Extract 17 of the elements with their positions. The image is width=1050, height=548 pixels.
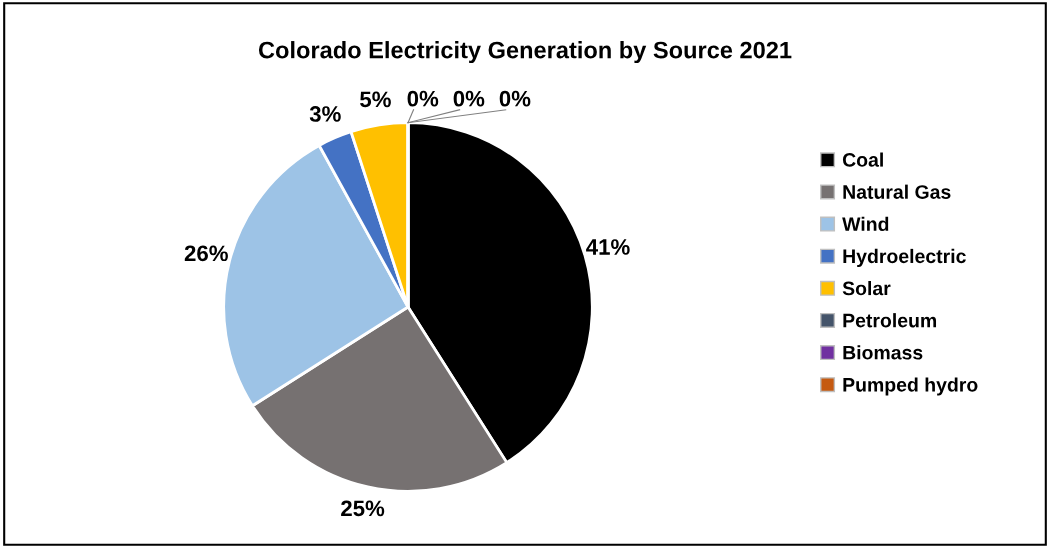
- text: 0%: [453, 90, 485, 107]
- legend-label: Hydroelectric: [843, 248, 966, 267]
- data-label: 5%: [360, 91, 391, 108]
- text: 0%: [407, 90, 439, 107]
- chart-title: Colorado Electricity Generation by Source 2021: [258, 41, 792, 64]
- legend-label: Pumped hydro: [843, 377, 978, 396]
- legend-label: Petroleum: [843, 313, 937, 328]
- data-label: 3%: [309, 106, 341, 122]
- data-label: 41%: [586, 239, 630, 255]
- legend-label: Coal: [842, 152, 883, 167]
- legend-label: Natural Gas: [843, 184, 951, 199]
- text: 0%: [499, 90, 531, 107]
- data-label: 26%: [184, 245, 228, 262]
- data-label: 25%: [341, 500, 385, 517]
- legend-label: Biomass: [843, 345, 923, 360]
- legend-label: Solar: [842, 281, 891, 296]
- legend-label: Wind: [842, 216, 889, 232]
